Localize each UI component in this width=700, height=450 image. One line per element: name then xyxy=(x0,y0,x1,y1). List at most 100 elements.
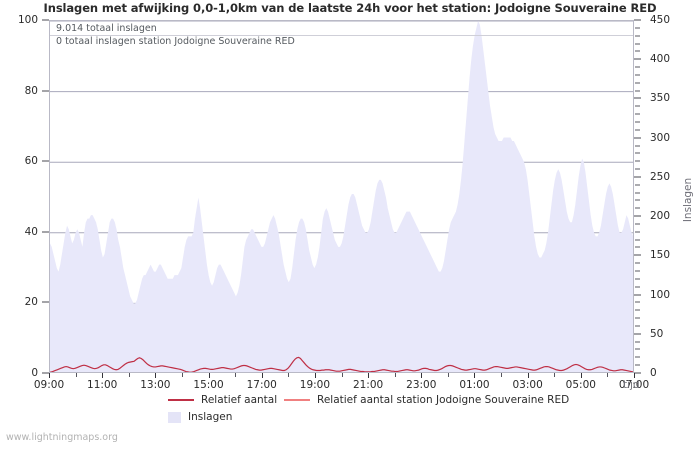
y-axis-right-tick xyxy=(634,137,641,139)
x-axis-tick xyxy=(474,373,476,378)
y-axis-left-tick xyxy=(42,301,49,303)
y-axis-left: 0 20 40 60 80 100 xyxy=(0,0,49,450)
y-axis-left-tick xyxy=(42,372,49,374)
y-axis-right-minor-tick xyxy=(635,262,640,264)
y-axis-right-tick xyxy=(634,333,641,335)
y-axis-right-minor-tick xyxy=(635,317,640,319)
legend-item-label: Relatief aantal xyxy=(201,394,278,406)
x-axis-tick xyxy=(208,373,210,378)
y-axis-right-minor-tick xyxy=(635,325,640,327)
x-axis-tick-label: 11:00 xyxy=(87,379,118,391)
y-axis-right-minor-tick xyxy=(635,239,640,241)
y-axis-right-tick-label: 300 xyxy=(650,131,671,144)
x-axis: 09:00 11:00 13:00 15:00 17:00 19:00 21:00 23:00… xyxy=(0,373,700,395)
x-axis-tick-label: 03:00 xyxy=(512,379,543,391)
y-axis-right-minor-tick xyxy=(635,66,640,68)
y-axis-right-minor-tick xyxy=(635,348,640,350)
legend-item-label: Relatief aantal station Jodoigne Souvera… xyxy=(317,394,570,406)
y-axis-right-minor-tick xyxy=(635,207,640,209)
y-axis-right-tick xyxy=(634,19,641,21)
y-axis-left-tick-label: 20 xyxy=(24,296,38,309)
y-axis-right-tick xyxy=(634,372,641,374)
y-axis-left-tick xyxy=(42,90,49,92)
y-axis-right-tick-label: 450 xyxy=(650,14,671,26)
x-axis-tick xyxy=(527,373,529,378)
y-axis-right-minor-tick xyxy=(635,27,640,29)
legend-item[interactable]: Inslagen xyxy=(168,411,232,423)
x-axis-tick xyxy=(634,373,635,378)
y-axis-right-tick-label: 200 xyxy=(650,210,671,223)
y-axis-left-tick-label: 60 xyxy=(24,155,38,168)
series-area-inslagen xyxy=(50,21,633,372)
legend-line-icon xyxy=(168,399,194,401)
y-axis-right-minor-tick xyxy=(635,341,640,343)
x-axis-minor-tick xyxy=(75,373,77,377)
chart-legend: Relatief aantal Relatief aantal station J… xyxy=(0,394,700,428)
y-axis-left-tick-label: 100 xyxy=(17,14,38,26)
y-axis-right-minor-tick xyxy=(635,246,640,248)
y-axis-right-minor-tick xyxy=(635,309,640,311)
y-axis-right-minor-tick xyxy=(635,192,640,194)
x-axis-tick-label: 09:00 xyxy=(33,379,65,391)
chart-title: Inslagen met afwijking 0,0-1,0km van de … xyxy=(43,1,657,15)
y-axis-right-minor-tick xyxy=(635,43,640,45)
y-axis-right-minor-tick xyxy=(635,278,640,280)
x-axis-tick-label: 19:00 xyxy=(299,379,331,391)
x-axis-tick xyxy=(368,373,370,378)
y-axis-right-minor-tick xyxy=(635,129,640,131)
x-axis-minor-tick xyxy=(394,373,396,377)
y-axis-right-minor-tick xyxy=(635,90,640,92)
y-axis-right-minor-tick xyxy=(635,199,640,201)
y-axis-right-minor-tick xyxy=(635,121,640,123)
x-axis-label: tijd xyxy=(623,379,640,391)
x-axis-tick-label: 13:00 xyxy=(140,379,171,391)
y-axis-right-tick-label: 400 xyxy=(650,53,671,66)
x-axis-minor-tick xyxy=(607,373,609,377)
x-axis-minor-tick xyxy=(501,373,503,377)
y-axis-right-minor-tick xyxy=(635,356,640,358)
x-axis-tick xyxy=(261,373,263,378)
x-axis-tick-label: 07:00 xyxy=(618,379,650,391)
y-axis-right-tick-label: 150 xyxy=(650,249,671,262)
x-axis-minor-tick xyxy=(447,373,449,377)
y-axis-right-minor-tick xyxy=(635,286,640,288)
legend-item[interactable]: Relatief aantal xyxy=(168,394,277,406)
y-axis-right-minor-tick xyxy=(635,160,640,162)
x-axis-tick xyxy=(421,373,423,378)
x-axis-minor-tick xyxy=(341,373,343,377)
y-axis-right-minor-tick xyxy=(635,74,640,76)
x-axis-tick-label: 17:00 xyxy=(246,379,277,391)
y-axis-right-minor-tick xyxy=(635,364,640,366)
legend-item[interactable]: Relatief aantal station Jodoigne Souvera… xyxy=(284,394,569,406)
y-axis-right-tick-label: 100 xyxy=(650,288,671,301)
y-axis-right-tick xyxy=(634,215,641,217)
series-line-relatief-aantal xyxy=(50,356,633,372)
x-axis-tick xyxy=(155,373,157,378)
y-axis-left-tick xyxy=(42,19,49,21)
y-axis-right-minor-tick xyxy=(635,168,640,170)
annotation-divider xyxy=(50,35,633,36)
y-axis-right-minor-tick xyxy=(635,50,640,52)
y-axis-right-minor-tick xyxy=(635,113,640,115)
x-axis-tick-label: 21:00 xyxy=(352,379,384,391)
y-axis-right-minor-tick xyxy=(635,152,640,154)
y-axis-left-tick-label: 0 xyxy=(31,367,38,379)
y-axis-right-minor-tick xyxy=(635,35,640,37)
y-axis-right-tick-label: 0 xyxy=(650,367,657,379)
y-axis-right-minor-tick xyxy=(635,184,640,186)
x-axis-tick-label: 01:00 xyxy=(459,379,490,391)
y-axis-left-tick xyxy=(42,160,49,162)
x-axis-minor-tick xyxy=(235,373,237,377)
legend-item-label: Inslagen xyxy=(188,411,233,423)
x-axis-tick xyxy=(102,373,104,378)
x-axis-tick xyxy=(49,373,50,378)
x-axis-tick xyxy=(314,373,316,378)
y-axis-right-tick-label: 250 xyxy=(650,170,671,183)
y-axis-right-label: Inslagen xyxy=(682,177,694,223)
y-axis-right-minor-tick xyxy=(635,270,640,272)
y-axis-right-minor-tick xyxy=(635,145,640,146)
x-axis-tick-label: 05:00 xyxy=(565,379,596,391)
y-axis-right-tick xyxy=(634,254,641,256)
y-axis-left-tick-label: 80 xyxy=(24,84,38,97)
legend-line-icon xyxy=(284,399,310,401)
